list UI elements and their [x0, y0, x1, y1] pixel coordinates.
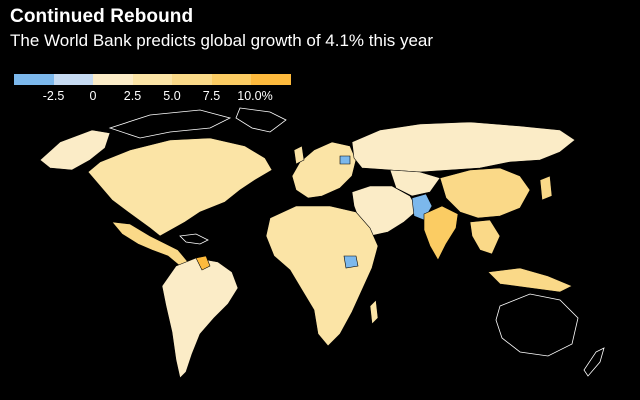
region-china — [439, 167, 531, 219]
legend-swatch — [211, 74, 251, 85]
region-new-zealand — [583, 347, 605, 377]
chart-title: Continued Rebound — [10, 6, 194, 27]
region-southeast-asia — [469, 219, 501, 255]
region-india — [423, 205, 459, 261]
region-greenland — [39, 129, 111, 171]
legend-label-7-5: 7.5 — [202, 89, 221, 103]
region-madagascar — [369, 299, 379, 325]
legend-label-10-0: 10.0% — [237, 89, 273, 103]
legend-swatch — [14, 74, 54, 85]
region-uk — [293, 145, 305, 165]
legend-label-2-5: 2.5 — [123, 89, 142, 103]
legend-swatch — [172, 74, 212, 85]
legend-swatch — [132, 74, 172, 85]
region-japan — [539, 175, 553, 201]
region-south-america — [161, 257, 239, 379]
region-north-america — [87, 137, 273, 237]
legend-label-5-0: 5.0 — [163, 89, 181, 103]
region-belarus — [339, 155, 351, 165]
legend-swatch — [93, 74, 133, 85]
legend-labels: -2.5 0 2.5 5.0 7.5 10.0% — [14, 89, 291, 105]
legend-swatch — [53, 74, 93, 85]
region-guyana — [195, 255, 211, 271]
region-central-asia — [389, 169, 441, 197]
region-indonesia — [487, 267, 573, 293]
region-russia — [351, 121, 576, 173]
region-arctic-islands — [108, 109, 232, 139]
legend-swatch — [251, 74, 291, 85]
legend-label-minus-2-5: -2.5 — [42, 89, 65, 103]
region-africa — [265, 205, 379, 347]
legend-color-scale — [14, 74, 291, 85]
region-central-america — [111, 221, 189, 267]
legend-label-0: 0 — [89, 89, 97, 103]
color-legend: -2.5 0 2.5 5.0 7.5 10.0% — [14, 74, 291, 105]
chart-subtitle: The World Bank predicts global growth of… — [10, 31, 434, 50]
region-arctic-islands-2 — [235, 107, 287, 133]
region-australia — [495, 293, 579, 357]
region-caribbean — [179, 233, 209, 245]
region-south-sudan — [343, 255, 359, 269]
